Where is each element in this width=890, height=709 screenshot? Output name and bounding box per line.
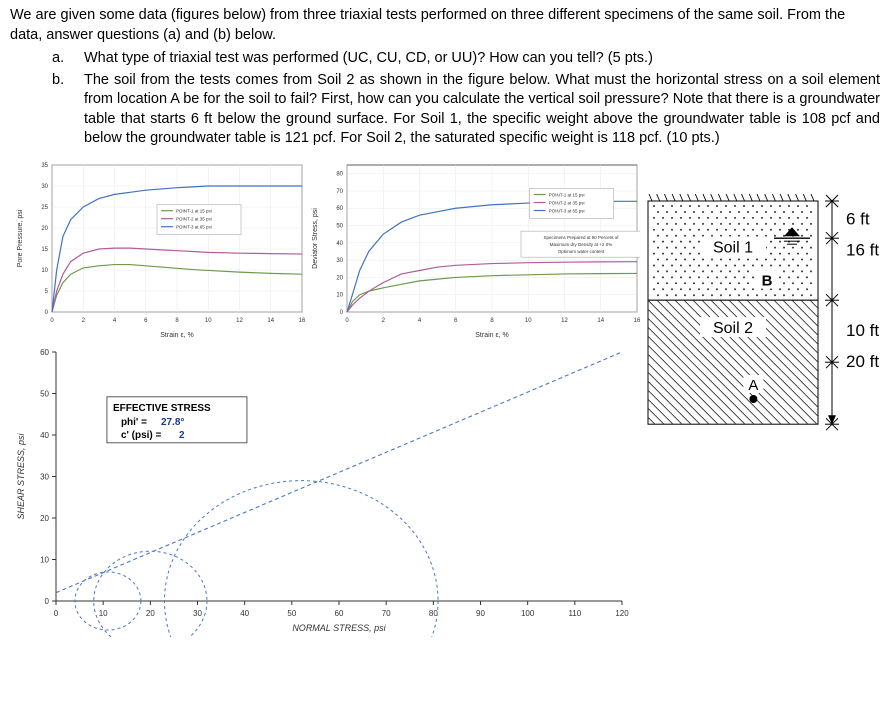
svg-text:10: 10 <box>40 555 49 564</box>
svg-text:4: 4 <box>113 318 117 324</box>
svg-text:0: 0 <box>45 310 49 316</box>
svg-text:10 ft: 10 ft <box>846 321 879 340</box>
svg-text:2: 2 <box>382 318 386 324</box>
svg-text:12: 12 <box>236 318 243 324</box>
svg-text:B: B <box>762 273 773 290</box>
svg-text:30: 30 <box>41 184 48 190</box>
svg-text:25: 25 <box>41 205 48 211</box>
svg-text:Deviator Stress, psi: Deviator Stress, psi <box>312 208 319 269</box>
svg-text:14: 14 <box>598 318 605 324</box>
svg-text:Specimens Prepared at 90 Perce: Specimens Prepared at 90 Percent of <box>544 235 620 240</box>
svg-text:phi' =: phi' = <box>121 417 147 428</box>
svg-text:NORMAL STRESS, psi: NORMAL STRESS, psi <box>292 623 386 633</box>
svg-text:40: 40 <box>40 431 49 440</box>
svg-text:Soil 2: Soil 2 <box>713 320 753 337</box>
svg-text:8: 8 <box>175 318 179 324</box>
question-a: a. What type of triaxial test was perfor… <box>52 49 880 69</box>
svg-text:20: 20 <box>40 514 49 523</box>
svg-text:10: 10 <box>205 318 212 324</box>
svg-text:27.8°: 27.8° <box>161 417 184 428</box>
svg-text:0: 0 <box>346 318 350 324</box>
svg-text:16 ft: 16 ft <box>846 241 879 260</box>
svg-text:15: 15 <box>41 247 48 253</box>
svg-text:50: 50 <box>287 609 296 618</box>
svg-text:2: 2 <box>179 430 185 441</box>
question-text: The soil from the tests comes from Soil … <box>84 71 880 149</box>
intro-text: We are given some data (figures below) f… <box>10 6 880 45</box>
mohr-envelope-chart: 0102030405060708090100110120010203040506… <box>10 342 640 637</box>
svg-text:EFFECTIVE STRESS: EFFECTIVE STRESS <box>113 403 211 414</box>
deviator-stress-chart: 024681012141601020304050607080Strain ε, … <box>305 157 640 342</box>
svg-text:16: 16 <box>299 318 306 324</box>
soil-profile-figure: Soil 1 Soil 2 B A 6 ft 16 ft 10 ft 20 ft <box>644 193 884 463</box>
svg-text:60: 60 <box>335 609 344 618</box>
svg-text:70: 70 <box>337 189 344 195</box>
question-letter: a. <box>52 49 70 69</box>
pore-pressure-chart: 0 2 4 6 8 10 12 14 16 0 5 10 15 20 25 30 35 Strain ε, % Po… <box>10 157 305 342</box>
svg-text:SHEAR STRESS, psi: SHEAR STRESS, psi <box>16 432 26 519</box>
svg-text:20 ft: 20 ft <box>846 352 879 371</box>
question-b: b. The soil from the tests comes from So… <box>52 71 880 149</box>
svg-text:4: 4 <box>418 318 422 324</box>
svg-text:40: 40 <box>240 609 249 618</box>
question-list: a. What type of triaxial test was perfor… <box>52 49 880 149</box>
svg-text:100: 100 <box>521 609 535 618</box>
svg-text:0: 0 <box>340 310 344 316</box>
svg-text:14: 14 <box>267 318 274 324</box>
svg-text:120: 120 <box>615 609 629 618</box>
svg-text:6 ft: 6 ft <box>846 210 870 229</box>
svg-text:10: 10 <box>525 318 532 324</box>
svg-text:0: 0 <box>50 318 54 324</box>
svg-text:50: 50 <box>337 223 344 229</box>
svg-text:10: 10 <box>41 268 48 274</box>
svg-text:30: 30 <box>193 609 202 618</box>
soil-profile-svg: Soil 1 Soil 2 B A 6 ft 16 ft 10 ft 20 ft <box>644 193 890 463</box>
svg-text:90: 90 <box>476 609 485 618</box>
svg-text:60: 60 <box>40 348 49 357</box>
svg-text:POINT-1 at 15 psi: POINT-1 at 15 psi <box>549 192 585 197</box>
svg-text:6: 6 <box>454 318 458 324</box>
svg-text:Maximum dry Density at +2.0%: Maximum dry Density at +2.0% <box>550 242 612 247</box>
svg-text:30: 30 <box>40 472 49 481</box>
svg-text:20: 20 <box>337 275 344 281</box>
question-letter: b. <box>52 71 70 149</box>
svg-text:20: 20 <box>41 226 48 232</box>
svg-text:12: 12 <box>561 318 568 324</box>
svg-text:80: 80 <box>337 172 344 178</box>
svg-text:POINT-2 at 35 psi: POINT-2 at 35 psi <box>549 200 585 205</box>
svg-text:Optimum water content: Optimum water content <box>558 249 605 254</box>
svg-text:35: 35 <box>41 163 48 169</box>
svg-text:Strain ε, %: Strain ε, % <box>160 332 193 339</box>
svg-text:Strain ε, %: Strain ε, % <box>476 332 509 339</box>
svg-text:Soil 1: Soil 1 <box>713 239 753 256</box>
svg-text:40: 40 <box>337 241 344 247</box>
svg-text:6: 6 <box>144 318 148 324</box>
svg-text:20: 20 <box>146 609 155 618</box>
svg-text:POINT-2 at 35 psi: POINT-2 at 35 psi <box>176 217 212 222</box>
svg-text:POINT-3 at 65 psi: POINT-3 at 65 psi <box>176 225 212 230</box>
svg-text:50: 50 <box>40 389 49 398</box>
svg-text:30: 30 <box>337 258 344 264</box>
svg-text:110: 110 <box>568 609 581 618</box>
question-text: What type of triaxial test was performed… <box>84 49 880 69</box>
top-charts-row: 024681012141605101520253035Strain ε, %Po… <box>10 157 640 342</box>
svg-text:70: 70 <box>382 609 391 618</box>
svg-text:POINT-1 at 15 psi: POINT-1 at 15 psi <box>176 209 212 214</box>
svg-text:8: 8 <box>491 318 495 324</box>
svg-text:10: 10 <box>99 609 108 618</box>
svg-text:0: 0 <box>45 597 50 606</box>
svg-text:10: 10 <box>337 293 344 299</box>
svg-text:60: 60 <box>337 206 344 212</box>
svg-text:2: 2 <box>82 318 86 324</box>
svg-text:A: A <box>748 377 758 394</box>
svg-text:POINT-3 at 65 psi: POINT-3 at 65 psi <box>549 208 585 213</box>
svg-text:Pore Pressure, psi: Pore Pressure, psi <box>17 209 24 267</box>
svg-text:c' (psi) =: c' (psi) = <box>121 430 162 441</box>
svg-text:0: 0 <box>54 609 59 618</box>
svg-text:5: 5 <box>45 289 49 295</box>
mohr-chart-wrap: 0102030405060708090100110120010203040506… <box>10 342 640 637</box>
